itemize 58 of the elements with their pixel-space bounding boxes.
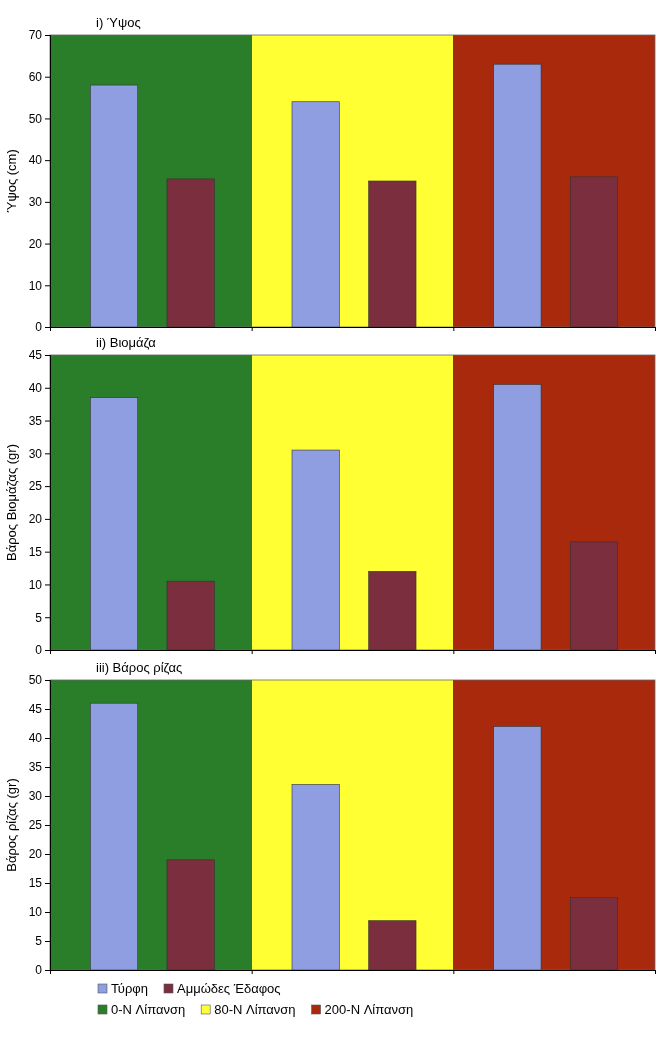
bar: [493, 384, 542, 651]
y-tick-label: 40: [28, 381, 43, 396]
chart-title: ii) Βιομάζα: [96, 335, 157, 350]
y-tick-label: 35: [28, 760, 43, 775]
y-tick-label: 10: [28, 278, 43, 293]
bar: [570, 897, 618, 971]
y-tick-label: 50: [28, 673, 43, 688]
legend-label: Τύρφη: [111, 981, 148, 996]
y-tick-label: 50: [28, 111, 43, 126]
chart-title: iii) Βάρος ρίζας: [96, 660, 183, 675]
bar: [90, 397, 139, 651]
text: 0-N Λίπανση: [111, 1002, 186, 1017]
y-tick-label: 20: [28, 512, 43, 527]
y-tick-label: 40: [28, 731, 43, 746]
y-tick-label: 0: [35, 643, 43, 658]
y-tick-label: 10: [28, 577, 43, 592]
y-tick-label: 35: [28, 413, 43, 428]
y-tick-label: 70: [28, 28, 43, 43]
y-axis-title: Βάρος Βιομάζας (gr): [4, 444, 19, 561]
y-tick-label: 60: [28, 70, 43, 85]
y-tick-label: 30: [28, 195, 43, 210]
y-tick-label: 0: [35, 320, 43, 335]
y-tick-label: 30: [28, 789, 43, 804]
bar: [90, 702, 139, 971]
bar: [368, 571, 417, 651]
bar: [570, 541, 618, 651]
y-tick-label: 5: [35, 934, 43, 949]
y-axis-title: Βάρος ρίζας (gr): [4, 778, 19, 872]
y-tick-label: 45: [28, 702, 43, 717]
bar: [90, 84, 139, 328]
y-tick-label: 20: [28, 236, 43, 251]
y-tick-label: 5: [35, 610, 43, 625]
y-tick-label: 25: [28, 479, 43, 494]
bar: [291, 101, 340, 328]
bar: [570, 176, 618, 328]
bar: [368, 920, 417, 971]
y-tick-label: 40: [28, 153, 43, 168]
bar: [166, 580, 215, 651]
y-axis-title: Ύψος (cm): [4, 149, 19, 213]
y-tick-label: 15: [28, 545, 43, 560]
chart-title: i) Ύψος: [96, 15, 141, 30]
text: 80-N Λίπανση: [214, 1002, 296, 1017]
bar: [291, 449, 340, 651]
y-tick-label: 15: [28, 876, 43, 891]
bar: [368, 180, 417, 328]
bar: [166, 859, 215, 971]
legend-label: Αμμώδες Έδαφος: [176, 981, 281, 996]
y-tick-label: 0: [35, 963, 43, 978]
bar: [166, 178, 215, 328]
y-tick-label: 30: [28, 446, 43, 461]
y-tick-label: 10: [28, 905, 43, 920]
bar: [493, 63, 542, 328]
text: 200-N Λίπανση: [324, 1002, 414, 1017]
y-tick-label: 45: [28, 348, 43, 363]
y-tick-label: 25: [28, 818, 43, 833]
bar: [493, 726, 542, 971]
bar: [291, 784, 340, 971]
y-tick-label: 20: [28, 847, 43, 862]
